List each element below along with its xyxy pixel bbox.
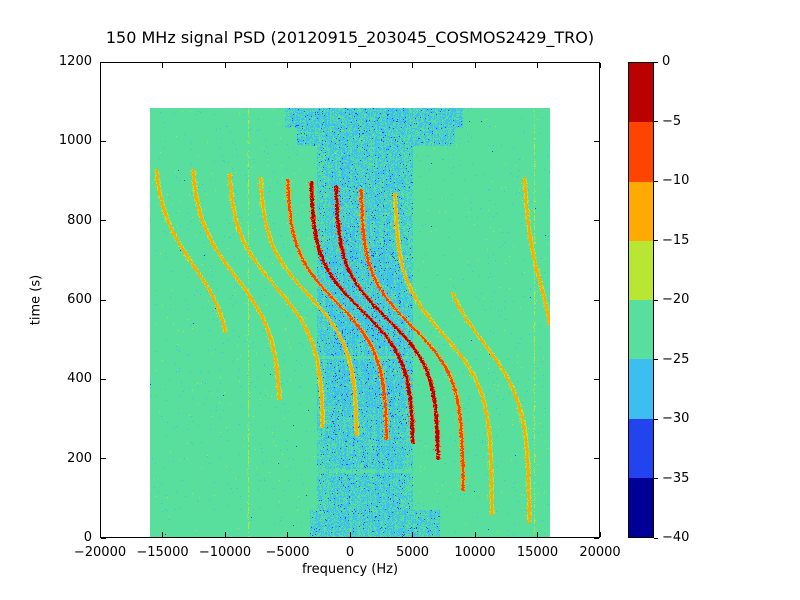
colorbar-tick-mark — [654, 478, 658, 479]
y-tick-mark-right — [594, 458, 599, 460]
x-tick-mark-top — [474, 63, 476, 68]
y-tick-mark — [101, 140, 106, 142]
colorbar-band — [629, 63, 653, 123]
colorbar-gradient — [629, 63, 653, 537]
x-tick-label: 10000 — [454, 545, 496, 560]
x-tick-mark — [537, 532, 538, 537]
y-tick-mark-right — [594, 140, 599, 142]
spectrogram-canvas — [150, 108, 550, 538]
y-tick-mark-right — [594, 220, 599, 222]
colorbar-tick-label: −15 — [662, 232, 690, 248]
y-tick-mark — [101, 378, 106, 380]
colorbar-tick-label: −40 — [662, 530, 690, 545]
x-tick-mark-top — [349, 63, 351, 68]
x-tick-label: −10000 — [198, 545, 252, 560]
x-tick-mark-top — [287, 63, 288, 68]
y-tick-label: 800 — [67, 212, 92, 228]
x-tick-mark — [599, 532, 601, 537]
x-tick-mark-top — [599, 63, 601, 68]
colorbar-tick-mark — [654, 180, 658, 182]
colorbar-tick-label: −35 — [662, 470, 690, 486]
colorbar-tick-label: −10 — [662, 173, 690, 188]
plot-frame — [100, 62, 600, 538]
y-tick-mark — [101, 299, 106, 301]
colorbar-tick-mark — [654, 359, 658, 360]
x-tick-mark — [474, 532, 476, 537]
colorbar-band — [629, 359, 653, 419]
x-tick-mark — [224, 532, 226, 537]
x-tick-label: −20000 — [73, 545, 127, 560]
y-tick-label: 1000 — [58, 133, 92, 149]
colorbar-tick-mark — [654, 240, 658, 241]
y-tick-mark — [101, 220, 106, 222]
x-tick-mark-top — [162, 63, 163, 68]
y-tick-mark-right — [594, 61, 599, 63]
y-tick-mark — [101, 458, 106, 460]
colorbar-tick-label: −30 — [662, 411, 690, 426]
x-tick-mark — [412, 532, 413, 537]
colorbar-tick-mark — [654, 121, 658, 122]
x-tick-label: −5000 — [265, 545, 310, 560]
colorbar-band — [629, 418, 653, 478]
colorbar — [628, 62, 654, 538]
colorbar-tick-label: −20 — [662, 292, 690, 307]
y-tick-label: 1200 — [58, 54, 92, 69]
y-tick-label: 400 — [67, 371, 92, 387]
colorbar-band — [629, 240, 653, 300]
x-tick-mark — [349, 532, 351, 537]
x-tick-mark — [162, 532, 163, 537]
x-tick-label: −15000 — [136, 545, 189, 560]
y-tick-mark-right — [594, 537, 599, 539]
y-tick-mark-right — [594, 378, 599, 380]
colorbar-tick-mark — [654, 418, 658, 420]
y-tick-label: 200 — [67, 450, 92, 466]
x-tick-mark-top — [224, 63, 226, 68]
colorbar-tick-label: −5 — [662, 113, 682, 129]
x-tick-mark-top — [99, 63, 101, 68]
x-axis-label: frequency (Hz) — [301, 562, 399, 577]
plot-title: 150 MHz signal PSD (20120915_203045_COSM… — [105, 28, 595, 47]
y-tick-mark — [101, 537, 106, 539]
x-tick-label: 20000 — [579, 545, 621, 560]
colorbar-band — [629, 122, 653, 182]
x-tick-label: 15000 — [516, 545, 559, 560]
y-tick-mark — [101, 61, 106, 63]
colorbar-band — [629, 181, 653, 241]
x-tick-mark-top — [537, 63, 538, 68]
x-tick-mark — [287, 532, 288, 537]
y-tick-mark-right — [594, 299, 599, 301]
colorbar-tick-label: 0 — [662, 54, 671, 69]
colorbar-band — [629, 477, 653, 537]
x-tick-mark — [99, 532, 101, 537]
x-tick-label: 0 — [345, 545, 355, 560]
y-tick-label: 600 — [67, 292, 92, 307]
colorbar-tick-mark — [654, 299, 658, 301]
x-tick-mark-top — [412, 63, 413, 68]
y-tick-label: 0 — [83, 530, 92, 545]
colorbar-band — [629, 300, 653, 360]
x-tick-label: 5000 — [395, 545, 430, 560]
colorbar-tick-mark — [654, 61, 658, 63]
colorbar-tick-mark — [654, 537, 658, 539]
colorbar-tick-label: −25 — [662, 351, 690, 367]
